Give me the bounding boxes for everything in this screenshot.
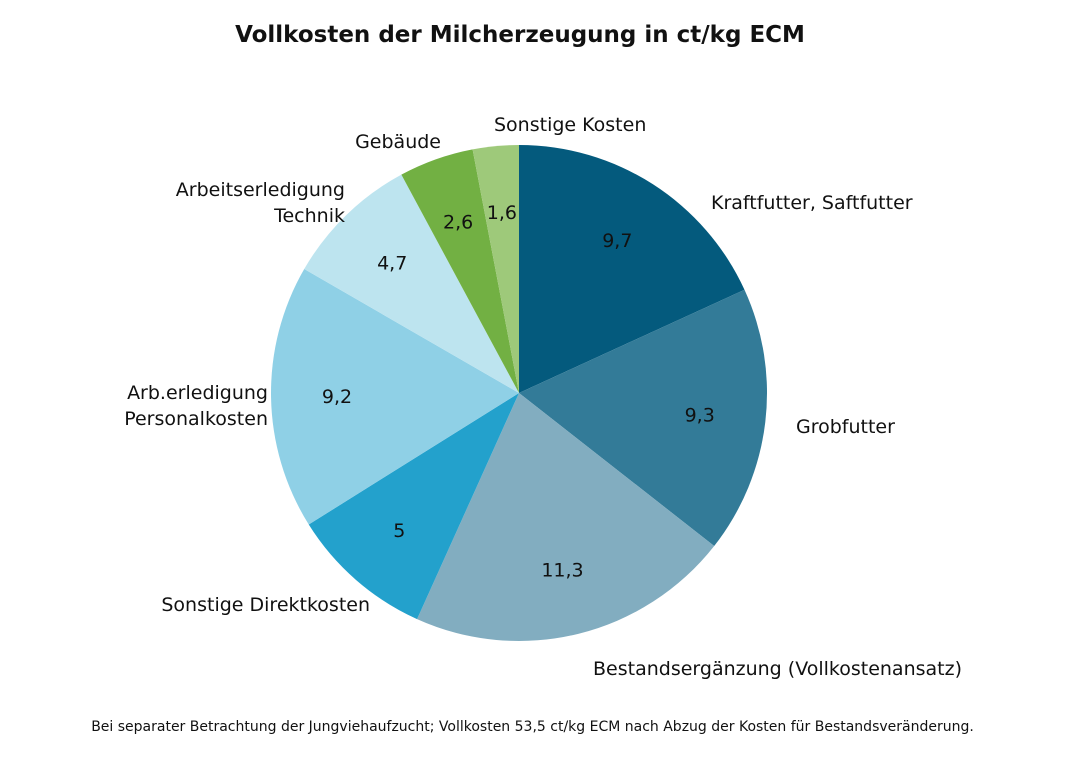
slice-category-label-line: Kraftfutter, Saftfutter bbox=[711, 192, 913, 214]
slice-value-label: 9,7 bbox=[602, 230, 632, 252]
slice-category-label-line: Arb.erledigung bbox=[127, 382, 268, 404]
slice-category-label: Grobfutter bbox=[796, 416, 895, 438]
slice-value-label: 11,3 bbox=[541, 560, 583, 582]
slice-category-label-line: Bestandsergänzung (Vollkostenansatz) bbox=[593, 658, 962, 680]
slice-value-label: 1,6 bbox=[487, 202, 517, 224]
slice-value-label: 2,6 bbox=[443, 212, 473, 234]
slice-value-label: 9,2 bbox=[322, 386, 352, 408]
pie-slice bbox=[401, 149, 519, 393]
slice-value-label: 5 bbox=[393, 520, 405, 542]
slice-category-label: Arbeitserledigung Technik bbox=[176, 179, 345, 227]
pie-slice bbox=[304, 174, 519, 393]
slice-category-label-line: Grobfutter bbox=[796, 416, 895, 438]
pie-value-labels: 9,7 9,3 11,3 5 9,2 4,7 2,6 1,6 bbox=[322, 202, 715, 582]
slice-category-label-line: Arbeitserledigung bbox=[176, 179, 345, 201]
pie-slice bbox=[308, 393, 519, 620]
slice-category-label: Bestandsergänzung (Vollkostenansatz) bbox=[593, 658, 962, 680]
pie-category-labels: Kraftfutter, Saftfutter Grobfutter Bestand… bbox=[124, 114, 962, 680]
slice-category-label: Sonstige Kosten bbox=[494, 114, 646, 136]
pie-slice bbox=[271, 269, 519, 525]
slice-value-label: 9,3 bbox=[685, 404, 715, 426]
slice-category-label-line: Technik bbox=[273, 205, 345, 227]
slice-value-label: 4,7 bbox=[377, 252, 407, 274]
chart-footnote: Bei separater Betrachtung der Jungviehau… bbox=[91, 719, 974, 735]
slice-category-label-line: Sonstige Kosten bbox=[494, 114, 646, 136]
pie-slice bbox=[519, 145, 745, 393]
pie-slice bbox=[472, 145, 519, 393]
slice-category-label: Sonstige Direktkosten bbox=[161, 594, 370, 616]
pie-slices bbox=[271, 145, 768, 642]
chart-title: Vollkosten der Milcherzeugung in ct/kg E… bbox=[235, 22, 805, 48]
slice-category-label: Arb.erledigung Personalkosten bbox=[124, 382, 268, 430]
slice-category-label-line: Gebäude bbox=[355, 131, 441, 153]
slice-category-label: Kraftfutter, Saftfutter bbox=[711, 192, 913, 214]
slice-category-label-line: Personalkosten bbox=[124, 408, 268, 430]
pie-slice bbox=[519, 289, 768, 546]
slice-category-label-line: Sonstige Direktkosten bbox=[161, 594, 370, 616]
pie-slice bbox=[417, 393, 715, 642]
slice-category-label: Gebäude bbox=[355, 131, 441, 153]
